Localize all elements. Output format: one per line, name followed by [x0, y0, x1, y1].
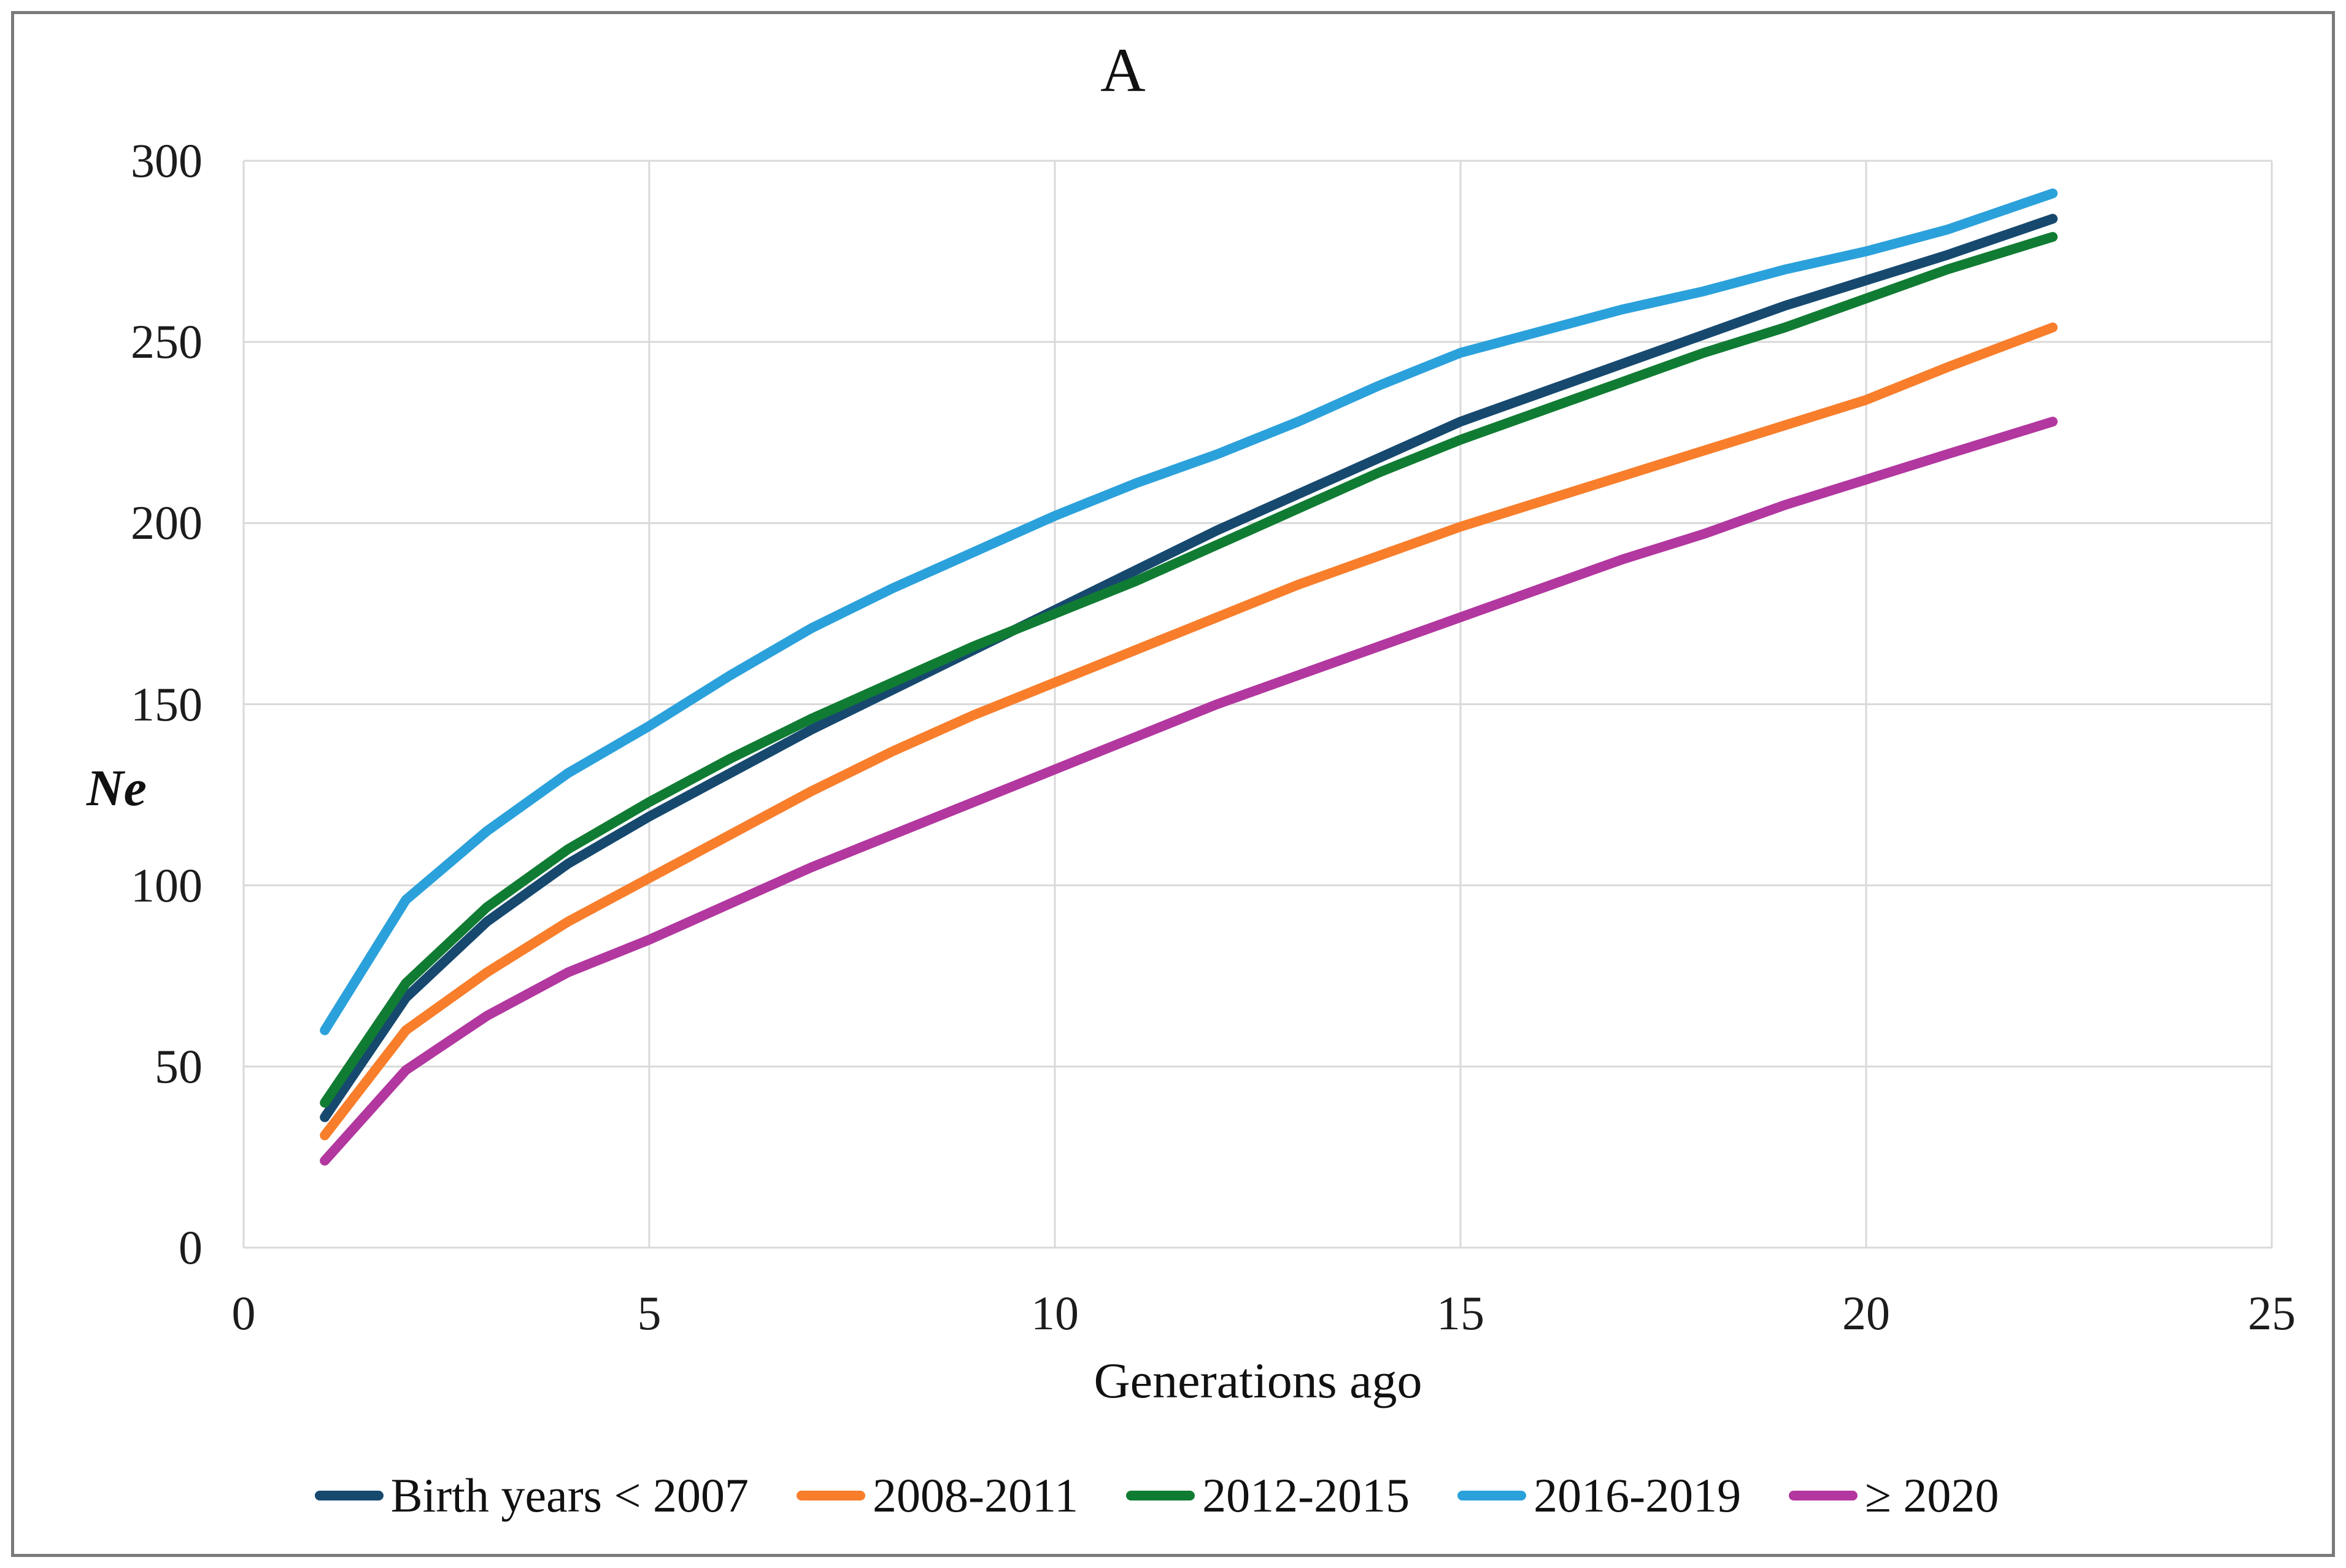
y-tick-label: 300: [131, 134, 203, 187]
legend-line-swatch: [1126, 1491, 1195, 1500]
x-tick-label: 15: [1437, 1286, 1484, 1340]
y-tick-label: 150: [131, 677, 203, 731]
legend-label: 2016-2019: [1534, 1469, 1742, 1522]
legend-line-swatch: [797, 1491, 866, 1500]
chart-legend: Birth years < 2007 2008-2011 2012-2015 2016…: [0, 1462, 2313, 1529]
legend-line-swatch: [1457, 1491, 1527, 1500]
legend-label: ≥ 2020: [1865, 1469, 1999, 1522]
y-tick-label: 50: [155, 1039, 203, 1093]
y-tick-label: 0: [179, 1221, 203, 1274]
chart-title: A: [1100, 36, 1146, 105]
x-tick-label: 10: [1031, 1286, 1079, 1340]
legend-item: 2008-2011: [797, 1464, 1078, 1527]
y-tick-label: 200: [131, 496, 203, 550]
legend-item: ≥ 2020: [1789, 1464, 1999, 1527]
y-tick-label: 250: [131, 315, 203, 369]
x-tick-label: 0: [231, 1286, 256, 1340]
x-tick-label: 25: [2248, 1286, 2296, 1340]
legend-label: 2012-2015: [1202, 1469, 1410, 1522]
series-line--2020: [320, 417, 2058, 1166]
legend-label: Birth years < 2007: [390, 1469, 749, 1522]
x-tick-label: 20: [1842, 1286, 1890, 1340]
y-tick-label: 100: [131, 858, 203, 912]
series-line-2012-2015: [320, 231, 2058, 1108]
y-axis-title: Ne: [87, 760, 147, 817]
x-axis-title: Generations ago: [1094, 1353, 1422, 1408]
series-line-2016-2019: [320, 188, 2058, 1035]
legend-item: 2012-2015: [1126, 1464, 1410, 1527]
legend-item: Birth years < 2007: [314, 1464, 749, 1527]
x-tick-label: 5: [637, 1286, 662, 1340]
legend-item: 2016-2019: [1457, 1464, 1741, 1527]
series-line-birth-years-2007: [320, 214, 2058, 1122]
legend-line-swatch: [1789, 1491, 1858, 1500]
series-line-2008-2011: [320, 322, 2058, 1140]
legend-line-swatch: [314, 1491, 384, 1500]
legend-label: 2008-2011: [873, 1469, 1079, 1522]
